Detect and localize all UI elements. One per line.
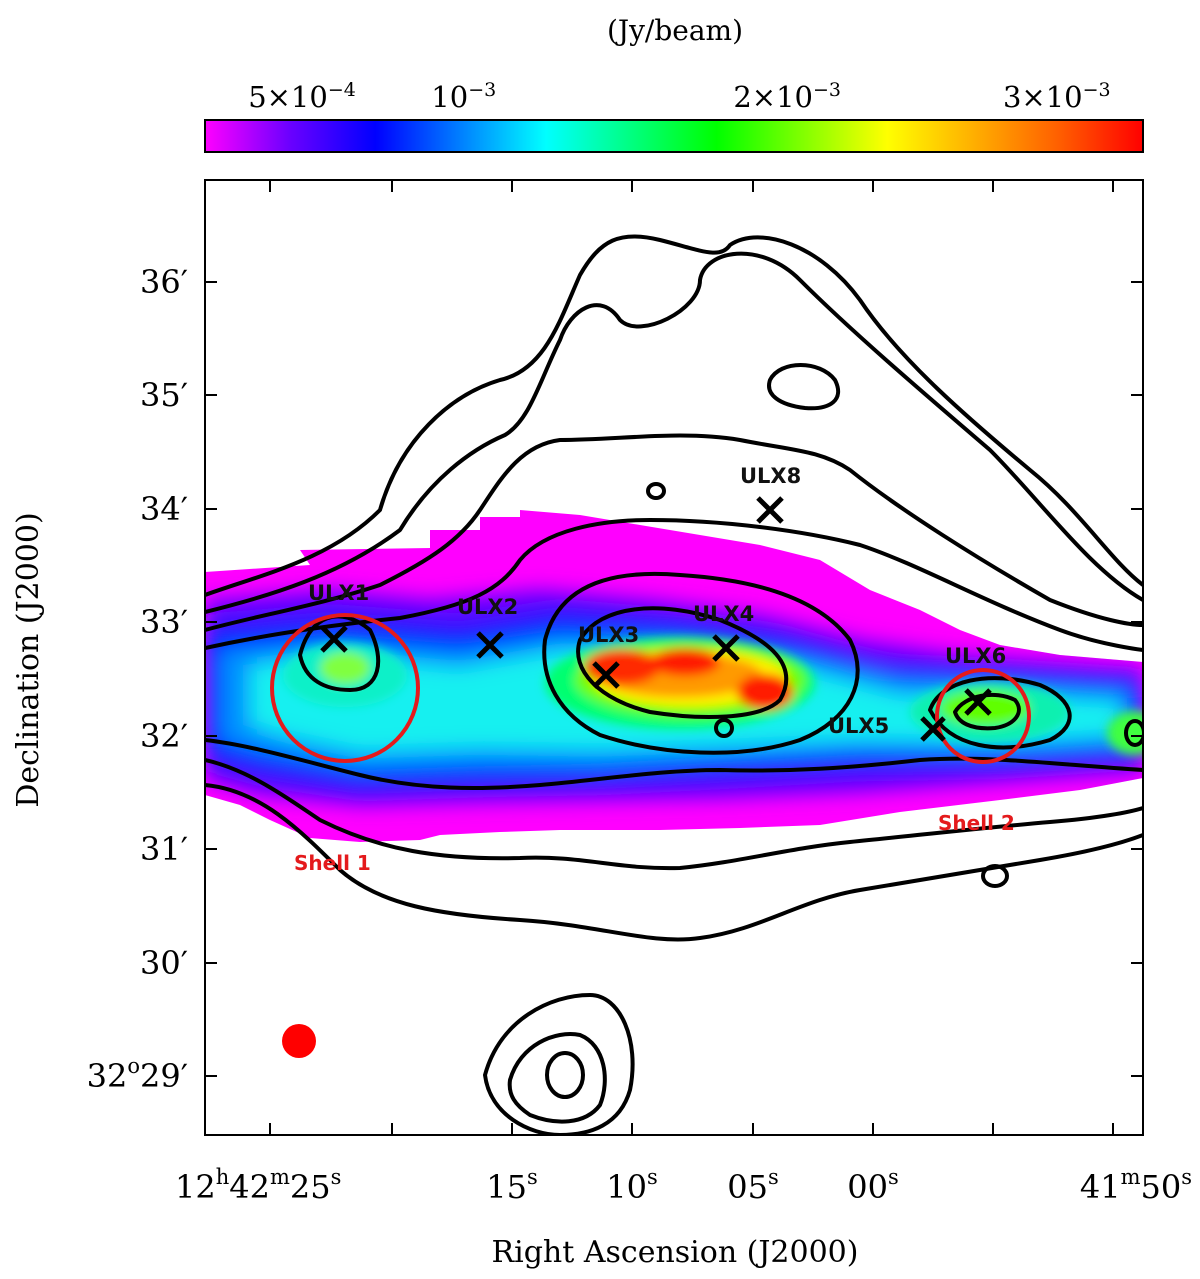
contour-blob-d (767, 363, 841, 411)
contour-core-4 (928, 676, 1072, 750)
y-axis-label: Declination (J2000) (11, 512, 46, 807)
plot-frame (204, 179, 1144, 1136)
contour-core-5 (953, 692, 1021, 731)
y-tick-label: 34′ (140, 490, 188, 528)
x-axis-label: Right Ascension (J2000) (492, 1235, 859, 1270)
contour-blob-c (981, 864, 1009, 888)
contour-core-2 (542, 571, 860, 755)
colorbar-tick-label: 3×10−3 (1003, 79, 1111, 114)
y-tick-label: 32o29′ (87, 1054, 188, 1095)
ulx3-marker (592, 661, 620, 689)
contour-mid-2 (205, 518, 1143, 652)
y-tick-label: 32′ (140, 717, 188, 755)
colorbar-tick-label: 5×10−4 (248, 79, 356, 114)
ulx8-label: ULX8 (740, 464, 801, 488)
contour-south-2 (507, 1032, 607, 1124)
colorbar-label: (Jy/beam) (607, 14, 743, 47)
shell-2-circle (935, 668, 1031, 764)
contour-bottom-2 (205, 758, 1143, 871)
contour-core-3 (576, 606, 789, 719)
ulx5-label: ULX5 (828, 714, 889, 738)
contour-bottom-3 (205, 738, 1143, 790)
colorbar-tick-label: 10−3 (431, 79, 496, 114)
x-tick-label: 00s (847, 1165, 899, 1206)
ulx4-marker (712, 634, 740, 662)
colorbar-tick-label: 2×10−3 (733, 79, 841, 114)
y-tick-label: 36′ (140, 263, 188, 301)
beam-ellipse (282, 1024, 316, 1058)
ulx8-marker (756, 496, 784, 524)
ulx6-label: ULX6 (945, 644, 1006, 668)
x-tick-label: 15s (486, 1165, 538, 1206)
contour-south-3 (545, 1051, 585, 1099)
ulx1-label: ULX1 (308, 581, 369, 605)
ulx6-marker (964, 688, 992, 716)
plot-area: ULX1 ULX2 ULX3 ULX4 ULX5 ULX6 ULX8 Shell… (11, 179, 1192, 1270)
contour-blob-a (646, 482, 666, 500)
ulx-markers (320, 496, 992, 742)
ulx3-label: ULX3 (578, 623, 639, 647)
shell-1-circle (270, 613, 420, 763)
colorbar-tick-labels: 5×10−4 10−3 2×10−3 3×10−3 (248, 79, 1110, 114)
contour-bottom (205, 783, 1143, 942)
contour-south-1 (483, 993, 635, 1135)
contour-outer-2 (205, 251, 1143, 614)
y-tick-label: 30′ (140, 944, 188, 982)
contour-outer (205, 234, 1143, 597)
x-tick-labels: 12h42m25s 15s 10s 05s 00s 41m50s (175, 1165, 1192, 1206)
contour-blob-e (1124, 719, 1143, 747)
x-tick-label: 05s (727, 1165, 779, 1206)
x-tick-label: 41m50s (1080, 1165, 1192, 1206)
ulx5-marker (920, 716, 946, 742)
axis-ticks (205, 180, 1143, 1135)
x-tick-label: 12h42m25s (175, 1165, 341, 1206)
x-tick-label: 10s (606, 1165, 658, 1206)
colorbar-bar (204, 119, 1144, 153)
shell-labels: Shell 1 Shell 2 (294, 811, 1015, 875)
y-tick-labels: 36′ 35′ 34′ 33′ 32′ 31′ 30′ 32o29′ (87, 263, 188, 1095)
contour-mid (205, 433, 1143, 632)
y-tick-label: 33′ (140, 603, 188, 641)
ulx2-marker (476, 631, 504, 659)
y-tick-label: 31′ (140, 830, 188, 868)
ulx4-label: ULX4 (693, 602, 754, 626)
ulx-labels: ULX1 ULX2 ULX3 ULX4 ULX5 ULX6 ULX8 (308, 464, 1006, 738)
contour-blob-b (714, 718, 734, 738)
shell-2-label: Shell 2 (938, 811, 1015, 835)
colorbar: (Jy/beam) 5×10−4 10−3 2×10−3 3×10−3 (204, 14, 1144, 153)
ulx1-marker (320, 625, 348, 653)
y-tick-label: 35′ (140, 376, 188, 414)
ulx2-label: ULX2 (457, 595, 518, 619)
shell-1-label: Shell 1 (294, 851, 371, 875)
